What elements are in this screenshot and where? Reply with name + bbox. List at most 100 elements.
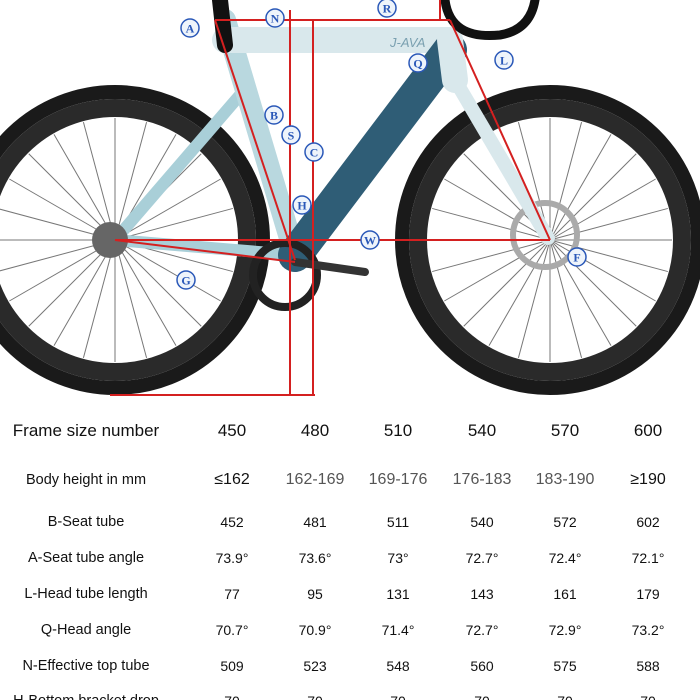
row-value: 548 (386, 658, 410, 674)
table-row: B-Seat tube 452 481 511 540 572 602 (0, 507, 700, 537)
spoke (53, 134, 116, 241)
size-540: 540 (467, 421, 497, 440)
spoke (549, 207, 668, 241)
label-marker-s: S (281, 125, 301, 145)
row-label: N-Effective top tube (22, 658, 150, 674)
label-marker-a: A (180, 18, 200, 38)
row-value: 588 (636, 658, 660, 674)
row-value: 70 (390, 686, 406, 700)
label-marker-b: B (264, 105, 284, 125)
row-value: 73° (387, 550, 409, 566)
measurement-lines (110, 0, 551, 396)
size-570: 570 (550, 421, 580, 440)
bike-frame: J-AVA (92, 0, 555, 311)
cassette (92, 222, 128, 258)
label-marker-q: Q (408, 53, 428, 73)
label-letter: H (297, 199, 307, 213)
spoke (114, 239, 148, 358)
row-value: 560 (470, 658, 494, 674)
row-value: 77 (224, 586, 240, 602)
row-value: 452 (220, 514, 244, 530)
spoke (549, 178, 656, 241)
row-value: 161 (553, 586, 577, 602)
row-value: 169-176 (368, 471, 428, 488)
geometry-table: Frame size number 450 480 510 540 570 60… (0, 410, 700, 700)
row-label: A-Seat tube angle (27, 550, 145, 566)
spoke (463, 239, 551, 327)
spoke (114, 178, 221, 241)
row-value: 70 (640, 686, 656, 700)
label-letter: A (186, 22, 195, 36)
label-marker-l: L (494, 50, 514, 70)
row-value: 602 (636, 514, 660, 530)
spoke (549, 122, 583, 241)
row-value: 575 (553, 658, 577, 674)
label-marker-n: N (265, 8, 285, 28)
row-label: Q-Head angle (40, 622, 132, 638)
size-480: 480 (300, 421, 330, 440)
row-value: 183-190 (535, 471, 595, 488)
table-row: H-Bottom bracket drop 70 70 70 70 70 70 (0, 686, 700, 700)
label-letter: F (573, 251, 580, 265)
spoke (549, 239, 656, 302)
row-label: Body height in mm (25, 472, 147, 488)
spoke (82, 239, 116, 358)
size-510: 510 (383, 421, 413, 440)
row-value: 72.1° (631, 550, 665, 566)
row-value: 572 (553, 514, 577, 530)
row-value: 73.6° (298, 550, 332, 566)
row-value: 70 (474, 686, 490, 700)
row-value: 509 (220, 658, 244, 674)
row-value: 523 (303, 658, 327, 674)
label-letter: B (270, 109, 278, 123)
table-header-row: Frame size number 450 480 510 540 570 60… (0, 416, 700, 446)
table-row: A-Seat tube angle 73.9° 73.6° 73° 72.7° 72.4°… (0, 543, 700, 573)
row-value: 70.9° (298, 622, 332, 638)
label-letter: W (364, 234, 376, 248)
row-value: 70 (557, 686, 573, 700)
label-marker-r: R (377, 0, 397, 18)
header-label: Frame size number (12, 421, 160, 440)
spoke (549, 153, 637, 241)
spoke (114, 239, 202, 327)
label-marker-c: C (304, 142, 324, 162)
row-value: 143 (470, 586, 494, 602)
row-value: 162-169 (285, 471, 345, 488)
row-label: L-Head tube length (24, 586, 148, 602)
brand-logo: J-AVA (389, 35, 425, 50)
label-letter: S (288, 129, 295, 143)
row-value: ≥190 (630, 471, 666, 488)
size-600: 600 (633, 421, 663, 440)
table-row: N-Effective top tube 509 523 548 560 575 588 (0, 651, 700, 681)
table-row: Body height in mm ≤162 162-169 169-176 176-1… (0, 465, 700, 495)
spoke (549, 239, 668, 273)
row-value: 540 (470, 514, 494, 530)
row-value: 131 (386, 586, 410, 602)
row-value: 70 (224, 686, 240, 700)
size-450: 450 (217, 421, 247, 440)
spoke (549, 239, 637, 327)
row-value: 176-183 (452, 471, 512, 488)
spoke (114, 239, 177, 346)
label-marker-w: W (360, 230, 380, 250)
label-letter: L (500, 54, 508, 68)
disc-rotor (510, 200, 580, 270)
row-value: 70 (307, 686, 323, 700)
chainring (249, 239, 321, 311)
spoke (432, 239, 551, 273)
row-value: 71.4° (381, 622, 415, 638)
spoke (53, 239, 116, 346)
row-value: ≤162 (214, 471, 250, 488)
spoke (549, 134, 612, 241)
row-value: 70.7° (215, 622, 249, 638)
label-letter: Q (413, 57, 422, 71)
label-letter: C (310, 146, 319, 160)
row-label: H-Bottom bracket drop (13, 686, 159, 700)
spoke (432, 207, 551, 241)
row-value: 511 (386, 514, 410, 530)
spoke (114, 239, 221, 302)
spoke (488, 239, 551, 346)
spoke (517, 239, 551, 358)
table-row: Q-Head angle 70.7° 70.9° 71.4° 72.7° 72.9° 73.… (0, 615, 700, 645)
row-value: 179 (636, 586, 660, 602)
